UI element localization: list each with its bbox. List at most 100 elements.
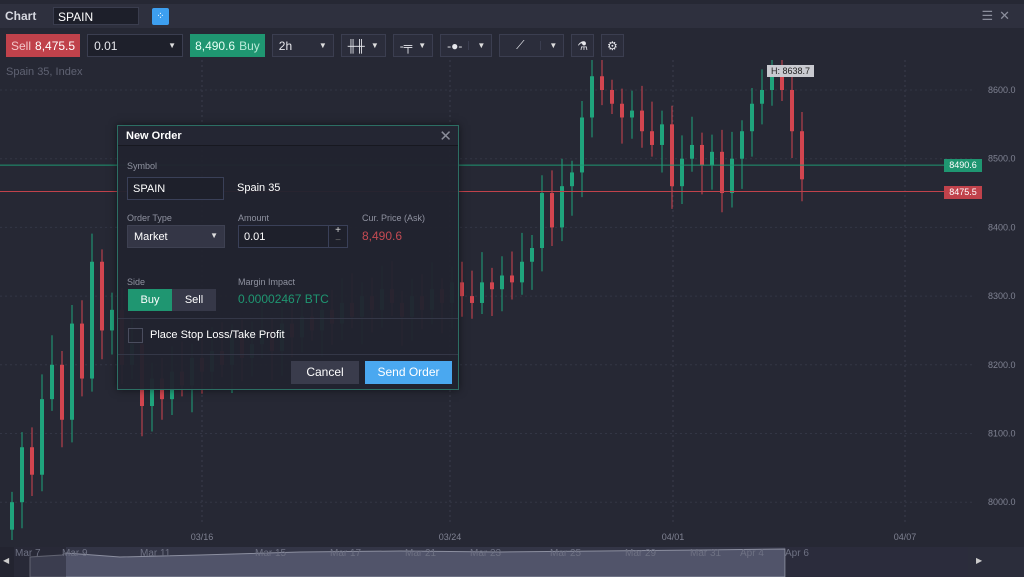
candle-body <box>660 124 664 145</box>
navigator-date-label: Mar 11 <box>140 548 171 559</box>
candle-body <box>730 158 734 194</box>
candle-body <box>800 131 804 180</box>
y-tick-label: 8500.0 <box>988 154 1016 164</box>
cancel-button[interactable]: Cancel <box>291 361 359 384</box>
sltp-checkbox[interactable] <box>128 328 143 343</box>
candle-body <box>460 282 464 297</box>
y-tick-label: 8300.0 <box>988 291 1016 301</box>
margin-label: Margin Impact <box>238 277 296 287</box>
candle-body <box>590 76 594 118</box>
y-tick-label: 8000.0 <box>988 497 1016 507</box>
symbol-label: Symbol <box>127 161 158 171</box>
buy-price-tag: 8490.6 <box>944 159 982 173</box>
navigator-date-label: Mar 21 <box>405 548 437 559</box>
candle-body <box>530 248 534 262</box>
candle-body <box>580 117 584 173</box>
y-tick-label: 8600.0 <box>988 85 1016 95</box>
navigator-date-label: Mar 31 <box>690 548 722 559</box>
candle-body <box>30 447 34 475</box>
quantity-select[interactable]: 0.01 ▼ <box>87 34 184 57</box>
side-sell-button[interactable]: Sell <box>172 289 216 311</box>
chevron-down-icon: ▼ <box>210 231 218 240</box>
sell-price-tag: 8475.5 <box>944 185 982 199</box>
x-tick-label: 04/07 <box>894 532 917 542</box>
amount-field[interactable]: 0.01 <box>238 225 348 248</box>
candle-body <box>760 90 764 104</box>
navigator-date-label: Apr 4 <box>740 548 764 559</box>
new-order-dialog: New Order ✕ Symbol SPAIN Spain 35 Order T… <box>117 125 459 390</box>
side-label: Side <box>127 277 146 287</box>
candle-body <box>100 261 104 331</box>
candle-body <box>790 90 794 132</box>
candle-body <box>710 151 714 166</box>
gear-icon: ⚙ <box>607 38 618 53</box>
send-order-button[interactable]: Send Order <box>365 361 452 384</box>
clock-select[interactable]: -●- ▼ <box>440 34 493 57</box>
chart-type-select[interactable]: ╫╫ ▼ <box>340 34 386 57</box>
menu-icon[interactable]: ☰ <box>981 8 1000 23</box>
candle-body <box>630 110 634 118</box>
link-icon[interactable]: ⁘ <box>152 7 169 25</box>
scroll-right-arrow[interactable]: ▶ <box>976 556 983 565</box>
candle-body <box>480 282 484 303</box>
candle-body <box>620 103 624 118</box>
symbol-field[interactable]: SPAIN <box>127 177 224 200</box>
candle-body <box>520 261 524 283</box>
close-icon[interactable]: ✕ <box>439 127 452 145</box>
side-buy-button[interactable]: Buy <box>128 289 172 311</box>
indicator-select[interactable]: -╤ ▼ <box>392 34 434 57</box>
symbol-name: Spain 35 <box>237 182 281 194</box>
candle-body <box>500 275 504 290</box>
symbol-input[interactable]: SPAIN <box>53 7 139 25</box>
decrement-button[interactable]: − <box>335 235 341 246</box>
navigator-date-label: Mar 25 <box>550 548 582 559</box>
candle-body <box>680 158 684 187</box>
navigator-date-label: Mar 23 <box>470 548 502 559</box>
price-label: Cur. Price (Ask) <box>362 213 426 223</box>
candle-body <box>110 309 114 331</box>
chevron-down-icon: ▼ <box>318 41 327 50</box>
candle-body <box>150 378 154 407</box>
y-tick-label: 8400.0 <box>988 222 1016 232</box>
candle-body <box>510 275 514 283</box>
sell-button[interactable]: Sell 8,475.5 <box>6 34 81 57</box>
x-tick-label: 04/01 <box>662 532 685 542</box>
navigator[interactable]: ◀ ▶ Mar 7 Mar 9 Mar 11 Mar 15 Mar 17 Mar 21 Ma… <box>0 547 1024 577</box>
candle-body <box>70 323 74 420</box>
sltp-label: Place Stop Loss/Take Profit <box>150 329 285 341</box>
buy-button[interactable]: 8,490.6 Buy <box>190 34 265 57</box>
candle-body <box>60 364 64 420</box>
candle-body <box>600 76 604 90</box>
order-type-select[interactable]: Market ▼ <box>127 225 225 248</box>
order-type-label: Order Type <box>127 213 172 223</box>
candle-body <box>720 151 724 194</box>
settings-button[interactable]: ⚙ <box>601 34 624 57</box>
interval-select[interactable]: 2h ▼ <box>271 34 334 57</box>
drawing-tool-select[interactable]: ⟋ ▼ <box>499 34 565 57</box>
candle-body <box>610 90 614 104</box>
candle-body <box>640 110 644 132</box>
chevron-down-icon: ▼ <box>168 41 177 50</box>
candle-body <box>750 103 754 132</box>
clock-icon: -●- <box>447 38 463 53</box>
window-title: Chart <box>5 9 37 23</box>
navigator-date-label: Mar 7 <box>15 548 41 559</box>
candle-body <box>570 172 574 187</box>
line-tool-icon: ⟋ <box>516 38 525 52</box>
candle-body <box>770 69 774 90</box>
studies-button[interactable]: ⚗ <box>571 34 595 57</box>
candle-body <box>90 261 94 379</box>
y-tick-label: 8200.0 <box>988 360 1016 370</box>
candle-body <box>690 144 694 159</box>
candle-body <box>490 282 494 290</box>
candlestick-icon: ╫╫ <box>347 38 365 53</box>
side-toggle: Buy Sell <box>128 289 216 311</box>
scroll-left-arrow[interactable]: ◀ <box>3 556 10 565</box>
navigator-date-label: Mar 15 <box>255 548 287 559</box>
close-icon[interactable]: ✕ <box>999 8 1016 23</box>
current-price: 8,490.6 <box>362 229 403 243</box>
increment-button[interactable]: + <box>335 225 341 236</box>
candle-body <box>40 399 44 475</box>
candle-body <box>50 364 54 400</box>
candle-body <box>550 193 554 228</box>
